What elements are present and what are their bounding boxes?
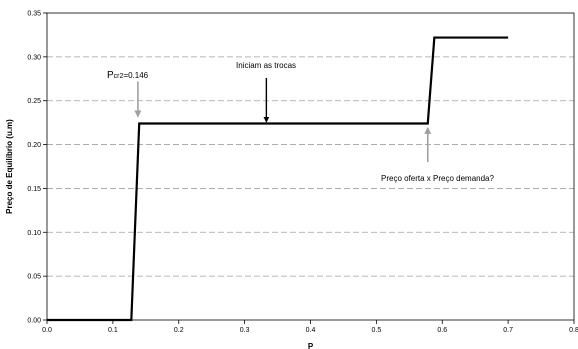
- x-axis-label: P: [308, 342, 314, 349]
- y-tick-label: 0.05: [27, 274, 41, 281]
- y-axis-ticks: 0.00 0.05 0.10 0.15 0.20 0.25 0.30 0.35: [27, 11, 47, 325]
- y-axis-label: Preço de Equilíbrio (u.m): [5, 119, 14, 214]
- annotation-iniciam: Iniciam as trocas: [236, 61, 296, 70]
- annotations: Pcr2=0.146 Iniciam as trocas Preço oferta …: [107, 61, 495, 183]
- x-tick-label: 0.4: [306, 327, 316, 334]
- x-tick-label: 0.5: [372, 327, 382, 334]
- x-tick-label: 0.8: [569, 327, 578, 334]
- x-tick-label: 0.7: [503, 327, 513, 334]
- x-axis-ticks: 0.0 0.1 0.2 0.3 0.4 0.5 0.6 0.7 0.8: [42, 320, 578, 334]
- x-tick-label: 0.2: [174, 327, 184, 334]
- x-tick-label: 0.6: [437, 327, 447, 334]
- y-tick-label: 0.30: [27, 54, 41, 61]
- series-group: [47, 36, 509, 322]
- x-tick-label: 0.0: [42, 327, 52, 334]
- y-tick-label: 0.20: [27, 142, 41, 149]
- annotation-pcr2-main: P: [107, 70, 114, 81]
- y-tick-label: 0.00: [27, 318, 41, 325]
- y-tick-label: 0.15: [27, 186, 41, 193]
- annotation-pcr2-value: =0.146: [123, 71, 148, 80]
- y-tick-label: 0.25: [27, 98, 41, 105]
- annotation-preco: Preço oferta x Preço demanda?: [381, 174, 495, 183]
- plot-area-frame: [46, 12, 575, 321]
- annotation-pcr2-sub: cr2: [114, 73, 124, 80]
- y-tick-label: 0.35: [27, 11, 41, 18]
- x-tick-label: 0.3: [240, 327, 250, 334]
- annotation-pcr2: Pcr2=0.146: [107, 70, 149, 81]
- series-line: [47, 36, 509, 322]
- y-tick-label: 0.10: [27, 230, 41, 237]
- x-tick-label: 0.1: [108, 327, 118, 334]
- gridlines: [47, 56, 574, 277]
